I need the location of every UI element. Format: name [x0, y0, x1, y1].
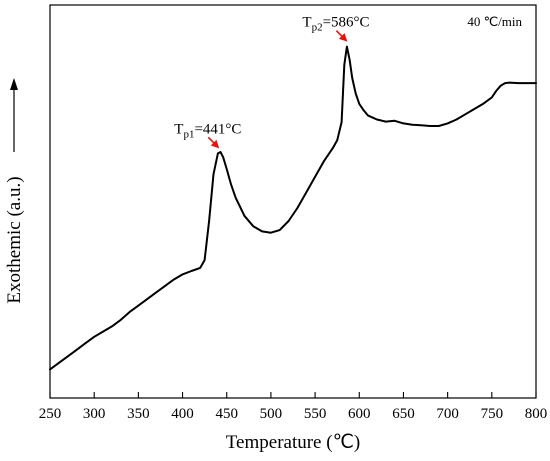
y-axis-up-arrow [10, 78, 18, 152]
peak-annotations: Tp1=441°C Tp2=586°C [174, 15, 370, 149]
y-axis-title: Exothemic (a.u.) [4, 176, 25, 303]
peak-label: Tp2=586°C [302, 15, 369, 34]
data-series [49, 45, 537, 371]
x-axis-tick-labels: 250 300 350 400 450 500 550 600 650 700 750 800 [39, 406, 548, 422]
x-tick-label: 650 [392, 406, 415, 422]
series-line [49, 45, 537, 371]
peak-label: Tp1=441°C [174, 121, 241, 140]
heating-rate-label: 40 ℃/min [467, 14, 522, 29]
x-tick-label: 750 [481, 406, 504, 422]
x-tick-label: 550 [304, 406, 327, 422]
x-tick-label: 600 [348, 406, 371, 422]
x-axis-ticks [49, 392, 537, 398]
x-tick-label: 300 [83, 406, 106, 422]
x-tick-label: 450 [215, 406, 238, 422]
x-tick-label: 250 [39, 406, 62, 422]
x-tick-label: 400 [171, 406, 194, 422]
peak-arrow-head [210, 139, 220, 149]
peak-arrow-head [338, 33, 348, 42]
x-axis-title: Temperature (℃) [226, 432, 360, 453]
x-tick-label: 500 [260, 406, 283, 422]
x-tick-label: 800 [525, 406, 548, 422]
x-tick-label: 350 [127, 406, 150, 422]
x-tick-label: 700 [436, 406, 459, 422]
plot-frame [49, 4, 537, 399]
